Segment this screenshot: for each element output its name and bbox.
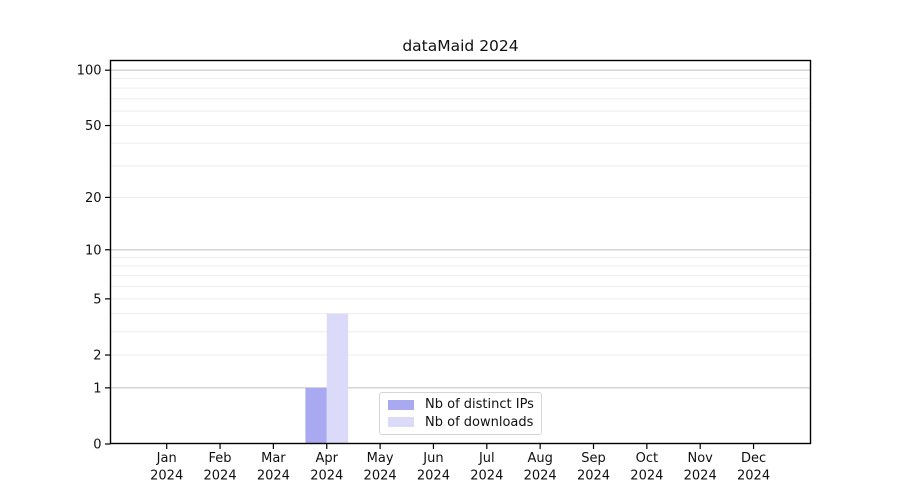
x-tick-label-aug: Aug 2024 xyxy=(524,451,557,484)
x-tick-label-jun: Jun 2024 xyxy=(417,451,450,484)
legend-item-downloads: Nb of downloads xyxy=(388,414,541,432)
legend-swatch-distinct-ips xyxy=(388,399,414,410)
y-tick-label: 100 xyxy=(77,64,102,79)
x-tick-label-jan: Jan 2024 xyxy=(150,451,183,484)
x-tick-label-jul: Jul 2024 xyxy=(470,451,503,484)
y-tick-label: 20 xyxy=(85,191,102,206)
x-tick-label-feb: Feb 2024 xyxy=(204,451,237,484)
legend: Nb of distinct IPs Nb of downloads xyxy=(379,392,542,435)
bar-nb-of-distinct-ips-apr xyxy=(305,387,327,444)
y-tick-label: 10 xyxy=(85,243,102,258)
x-tick-label-dec: Dec 2024 xyxy=(737,451,770,484)
legend-label-downloads: Nb of downloads xyxy=(425,414,534,430)
y-tick-label: 5 xyxy=(93,292,101,307)
y-tick-label: 1 xyxy=(93,381,101,396)
x-tick-label-oct: Oct 2024 xyxy=(630,451,663,484)
x-tick-label-apr: Apr 2024 xyxy=(310,451,343,484)
x-tick-label-may: May 2024 xyxy=(364,451,397,484)
bar-nb-of-downloads-apr xyxy=(326,313,349,444)
chart-title: dataMaid 2024 xyxy=(402,37,518,55)
plot-frame xyxy=(109,59,812,445)
legend-swatch-downloads xyxy=(388,417,414,428)
x-tick-label-nov: Nov 2024 xyxy=(684,451,717,484)
legend-label-distinct-ips: Nb of distinct IPs xyxy=(425,397,534,413)
legend-item-distinct-ips: Nb of distinct IPs xyxy=(388,396,541,414)
y-tick-label: 2 xyxy=(93,349,101,364)
x-tick-label-mar: Mar 2024 xyxy=(257,451,290,484)
x-tick-label-sep: Sep 2024 xyxy=(577,451,610,484)
y-tick-label: 0 xyxy=(93,438,101,453)
y-tick-label: 50 xyxy=(85,119,102,134)
